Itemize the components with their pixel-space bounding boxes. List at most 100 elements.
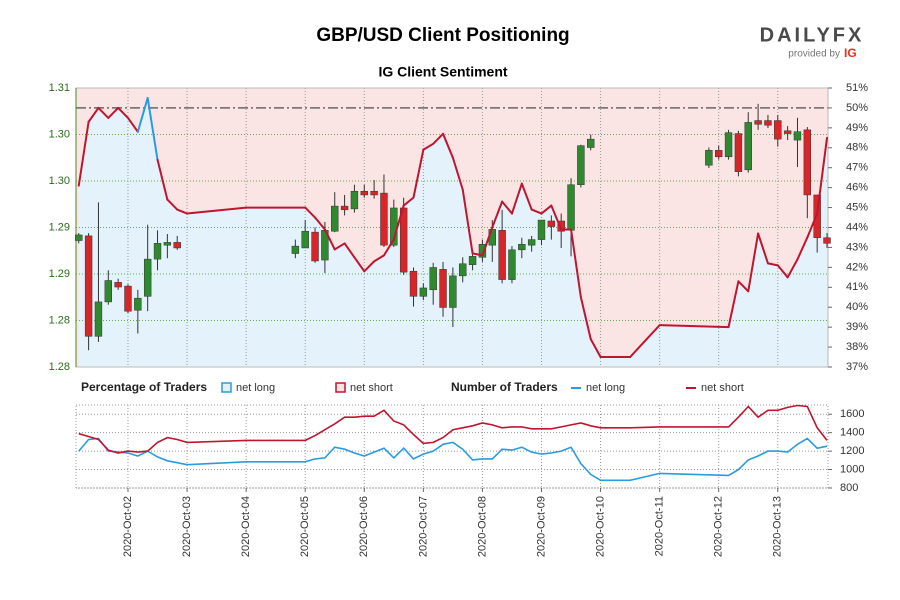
sentiment-line [658, 324, 730, 329]
x-tick-label: 2020-Oct-08 [476, 496, 488, 557]
candle-body [508, 249, 516, 280]
sentiment-line [392, 204, 405, 241]
candle-body [409, 270, 418, 297]
candle-body [793, 131, 802, 141]
sentiment-line [402, 196, 415, 207]
candle-body [813, 194, 821, 238]
sentiment-line [491, 200, 504, 229]
candle-body [803, 129, 812, 196]
candle-body [577, 145, 585, 185]
legend-title: Percentage of Traders [81, 380, 207, 394]
sentiment-line [442, 132, 454, 159]
sentiment-line [570, 228, 582, 299]
net-long-area [78, 98, 828, 367]
candle-body [587, 138, 595, 148]
sentiment-line [97, 106, 110, 119]
sentiment-line [353, 256, 366, 273]
y2-tick-label: 1600 [840, 408, 864, 420]
candle-body [370, 190, 378, 196]
candle-body [173, 242, 181, 249]
candle-body [84, 235, 93, 337]
candle-body [350, 190, 359, 210]
candle-body [439, 269, 447, 308]
logo-brand: DAILYFX [760, 24, 865, 46]
y2-tick-label: 45% [846, 201, 868, 213]
candle-body [527, 239, 536, 246]
legend-label: net short [350, 382, 393, 394]
sentiment-line [412, 148, 425, 199]
x-tick-label: 2020-Oct-12 [713, 496, 725, 557]
y-tick-label: 1.29 [49, 268, 70, 280]
sentiment-line [343, 242, 356, 259]
sentiment-line [766, 262, 779, 267]
candle-body [75, 234, 83, 241]
candle-body [734, 133, 743, 172]
y2-tick-label: 38% [846, 341, 868, 353]
sentiment-line [136, 96, 149, 133]
candle-body [153, 243, 162, 260]
legend-title: Number of Traders [451, 380, 558, 394]
candle-body [124, 285, 132, 312]
sentiment-line [451, 156, 464, 191]
candle-body [291, 245, 300, 254]
candle-body [301, 230, 309, 249]
sentiment-line [432, 132, 445, 145]
sentiment-line [166, 198, 179, 211]
y-tick-label: 1.30 [49, 128, 70, 140]
candle-body [537, 219, 546, 240]
candle-body [705, 150, 713, 166]
x-tick-label: 2020-Oct-05 [299, 496, 311, 557]
y-tick-label: 1.30 [49, 175, 70, 187]
sentiment-line [176, 208, 189, 215]
y2-tick-label: 43% [846, 241, 868, 253]
y2-tick-label: 41% [846, 281, 868, 293]
sentiment-line [107, 106, 120, 119]
candle-body [724, 132, 733, 158]
legend-swatch [335, 382, 346, 393]
sentiment-line [796, 236, 809, 261]
candle-body [380, 192, 388, 246]
y2-tick-label: 47% [846, 162, 868, 174]
sentiment-line [422, 142, 435, 151]
candle-body [498, 230, 506, 280]
y2-tick-label: 50% [846, 102, 868, 114]
sentiment-line [77, 120, 90, 187]
candle-body [715, 150, 723, 158]
y-tick-label: 1.28 [49, 361, 70, 373]
candle-body [783, 130, 792, 134]
sentiment-line [816, 136, 829, 215]
sentiment-line [156, 158, 169, 201]
sentiment-line [146, 96, 159, 161]
y-tick-label: 1.31 [49, 82, 70, 94]
sentiment-line [333, 242, 346, 251]
sentiment-line [363, 260, 376, 273]
sentiment-line [757, 232, 769, 265]
y2-tick-label: 800 [840, 482, 858, 494]
x-tick-label: 2020-Oct-06 [358, 496, 370, 557]
candle-body [518, 243, 526, 251]
y2-tick-label: 46% [846, 182, 868, 194]
trader-line [78, 437, 828, 482]
y2-tick-label: 51% [846, 82, 868, 94]
sentiment-line [589, 338, 602, 359]
sentiment-line [501, 200, 513, 215]
x-tick-label: 2020-Oct-07 [417, 496, 429, 557]
x-tick-label: 2020-Oct-03 [181, 496, 193, 557]
x-tick-label: 2020-Oct-13 [772, 496, 784, 557]
logo-provider: IG [844, 46, 857, 60]
sentiment-line [87, 106, 100, 123]
plot-frame [75, 404, 829, 489]
y-tick-label: 1.29 [49, 221, 70, 233]
candle-body [104, 280, 112, 303]
sentiment-line [323, 228, 336, 251]
legend-label: net short [701, 382, 744, 394]
sentiment-line [314, 216, 326, 231]
y-tick-label: 1.28 [49, 314, 70, 326]
candle-body [114, 282, 122, 288]
legend-label: net long [236, 382, 275, 394]
legend-label: net long [586, 382, 625, 394]
y2-tick-label: 1000 [840, 463, 864, 475]
candle-body [823, 237, 831, 244]
sentiment-line [786, 258, 799, 279]
